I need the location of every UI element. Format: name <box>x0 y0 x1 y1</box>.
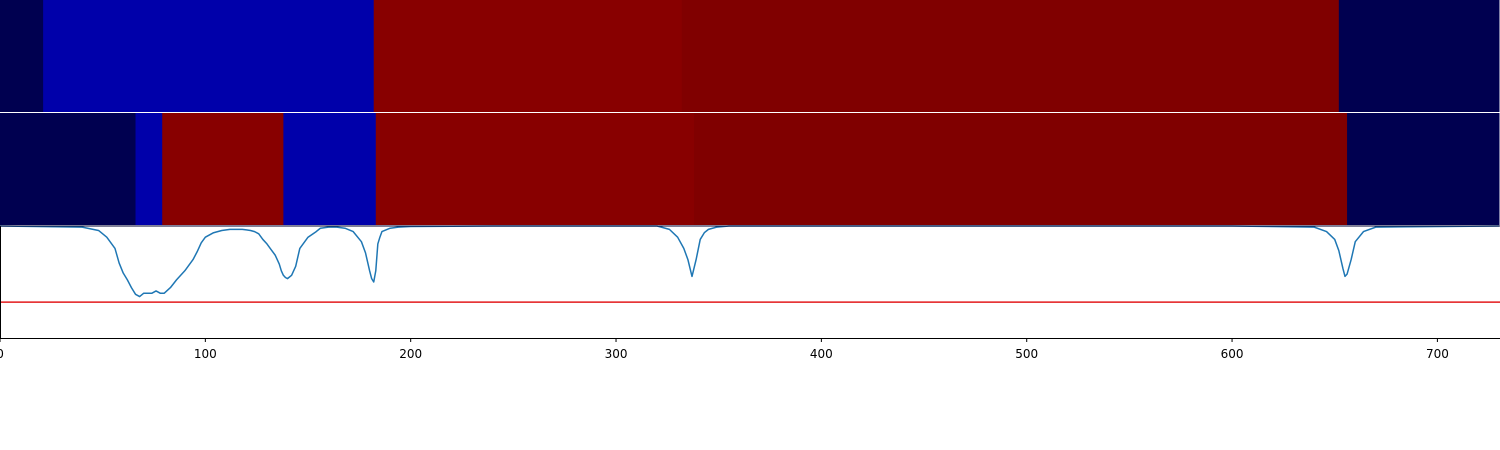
x-tick-label-300: 300 <box>605 347 628 361</box>
x-tick-label-100: 100 <box>194 347 217 361</box>
track-1-segment-5 <box>1338 0 1500 112</box>
track-2-segment-3 <box>162 113 284 225</box>
x-tick-label-500: 500 <box>1015 347 1038 361</box>
track-1 <box>0 0 1500 112</box>
track-2-segment-2 <box>135 113 163 225</box>
x-tick-label-600: 600 <box>1221 347 1244 361</box>
track-2-segment-6 <box>694 113 1348 225</box>
x-axis: 0 100 200 300 400 500 600 700 <box>0 112 1500 361</box>
x-tick-label-400: 400 <box>810 347 833 361</box>
track-2-segment-5 <box>375 113 695 225</box>
x-tick-label-700: 700 <box>1426 347 1449 361</box>
track-2-segment-7 <box>1347 113 1500 225</box>
track-1-segment-2 <box>43 0 375 112</box>
x-tick-label-200: 200 <box>399 347 422 361</box>
track-1-segment-1 <box>0 0 44 112</box>
track-1-segment-3 <box>373 0 683 112</box>
series-line-1 <box>0 225 1500 298</box>
x-tick-label-0: 0 <box>0 347 4 361</box>
track-1-segment-4 <box>681 0 1340 112</box>
track-2-segment-4 <box>283 113 377 225</box>
track-2-segment-1 <box>0 113 137 225</box>
track-2 <box>0 113 1500 225</box>
line-panel <box>0 225 1500 303</box>
